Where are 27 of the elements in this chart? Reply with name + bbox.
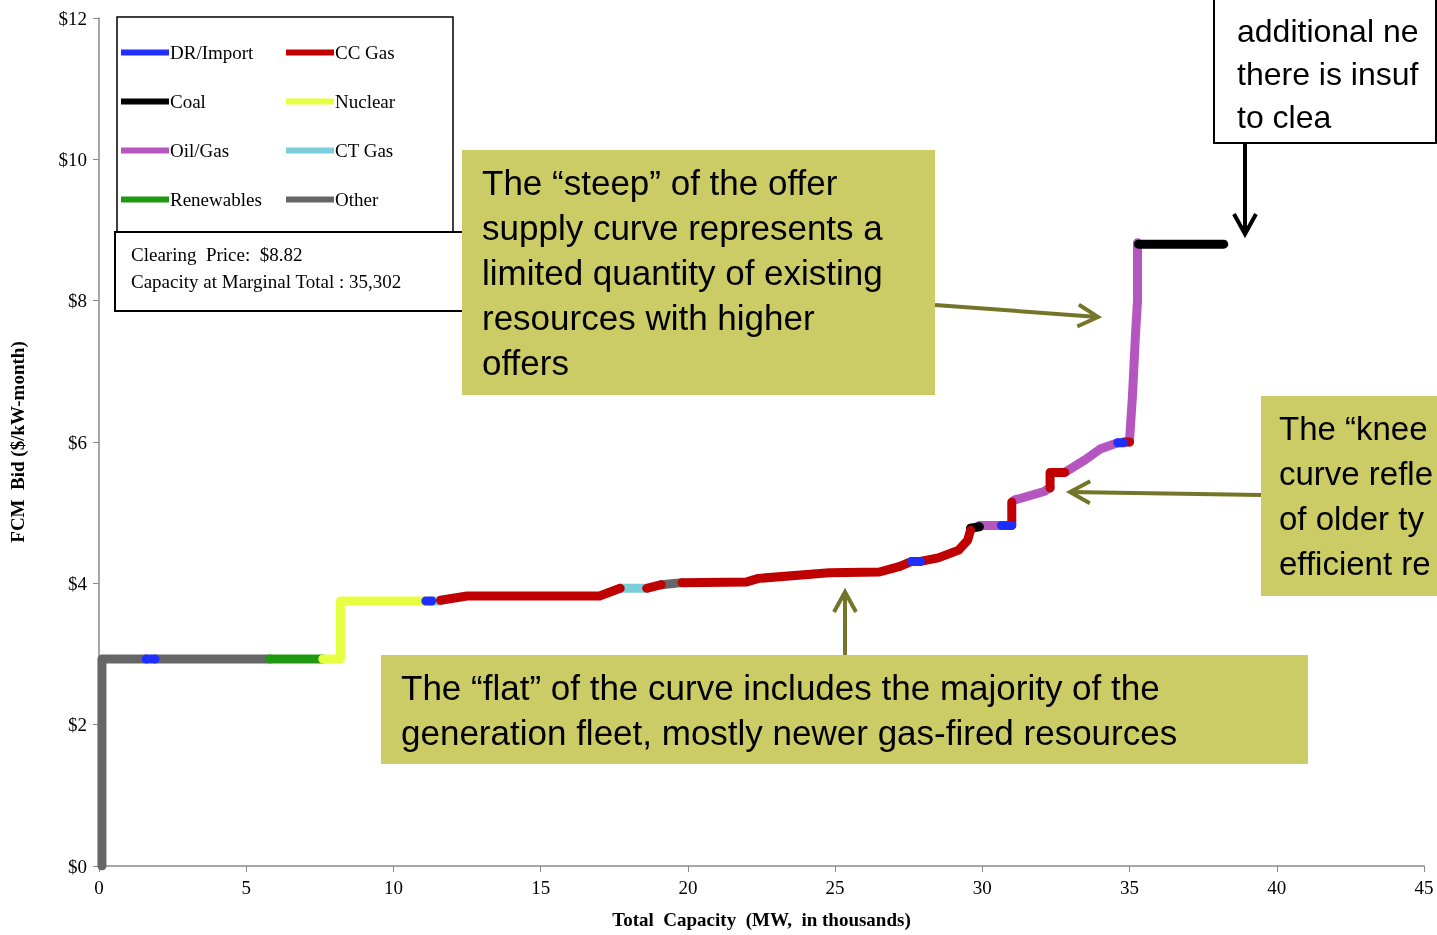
- y-tick-label: $0: [68, 855, 87, 877]
- legend-label: Coal: [170, 91, 206, 112]
- legend-label: Renewables: [170, 189, 262, 210]
- y-tick-label: $2: [68, 714, 87, 736]
- y-tick-label: $10: [58, 148, 87, 170]
- legend-label: Other: [335, 189, 379, 210]
- x-tick-label: 25: [825, 877, 845, 898]
- x-tick-label: 35: [1120, 877, 1140, 898]
- x-tick-label: 0: [94, 877, 104, 898]
- legend-label: Nuclear: [335, 91, 396, 112]
- legend-label: CC Gas: [335, 42, 395, 63]
- x-tick-label: 5: [241, 877, 251, 898]
- legend-label: Oil/Gas: [170, 140, 230, 161]
- y-tick-label: $8: [68, 290, 87, 312]
- y-axis-title: FCM Bid ($/kW-month): [7, 341, 29, 543]
- x-axis-title: Total Capacity (MW, in thousands): [612, 909, 911, 931]
- x-tick-label: 30: [972, 877, 992, 898]
- legend-label: DR/Import: [170, 42, 255, 63]
- y-tick-label: $12: [58, 7, 87, 29]
- x-tick-label: 45: [1414, 877, 1434, 898]
- x-tick-label: 10: [383, 877, 403, 898]
- legend-label: CT Gas: [335, 140, 394, 161]
- y-tick-label: $6: [68, 431, 87, 453]
- x-tick-label: 40: [1267, 877, 1287, 898]
- x-tick-label: 15: [531, 877, 551, 898]
- y-tick-label: $4: [68, 572, 88, 594]
- x-tick-label: 20: [678, 877, 698, 898]
